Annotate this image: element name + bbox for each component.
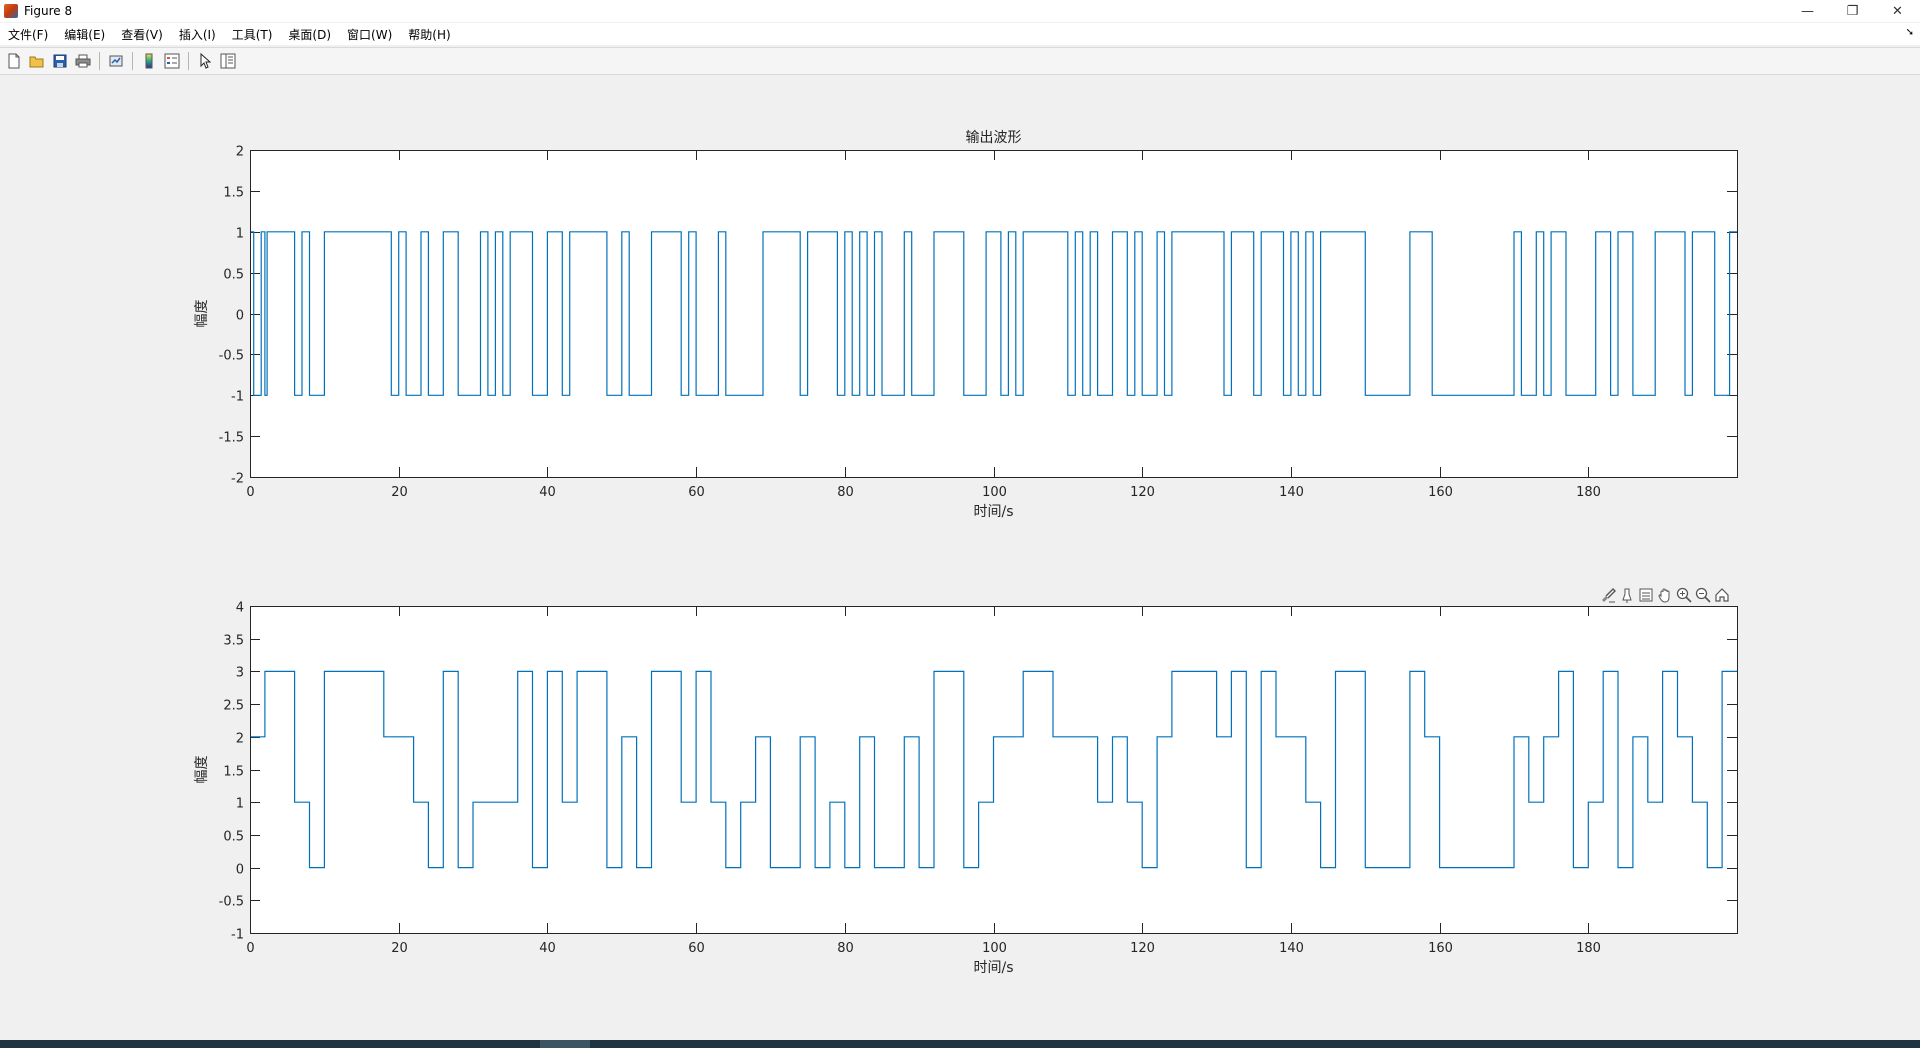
toolbar-separator	[132, 52, 133, 70]
y-tick-label: -2	[231, 472, 244, 487]
x-tick-label: 180	[1576, 485, 1601, 500]
minimize-button[interactable]: —	[1801, 3, 1814, 19]
x-axis-label: 时间/s	[973, 960, 1013, 976]
x-tick-label: 160	[1428, 485, 1453, 500]
window-controls: — ❐ ✕	[1785, 0, 1920, 22]
menu-bar: 文件(F) 编辑(E) 查看(V) 插入(I) 工具(T) 桌面(D) 窗口(W…	[0, 23, 1920, 45]
x-tick-label: 160	[1428, 941, 1453, 956]
window-title: Figure 8	[24, 4, 73, 18]
y-tick-label: 2	[236, 732, 244, 747]
axes-top-box	[250, 150, 1738, 478]
os-taskbar	[0, 1040, 1920, 1048]
x-tick-label: 0	[246, 485, 254, 500]
x-tick-label: 180	[1576, 941, 1601, 956]
property-inspector-icon[interactable]	[218, 51, 238, 71]
menu-edit[interactable]: 编辑(E)	[64, 27, 106, 42]
y-tick-label: 3	[236, 666, 244, 681]
edit-plot-arrow-icon[interactable]	[195, 51, 215, 71]
menu-help[interactable]: 帮助(H)	[408, 27, 451, 42]
open-file-icon[interactable]	[27, 51, 47, 71]
x-tick-label: 140	[1279, 941, 1304, 956]
axes-top-background	[250, 150, 1737, 477]
axes-top[interactable]: 0 20 40 60 80 100 120 140 160 180 -2 -1.5 -1 -0.5 0 0.5…	[194, 130, 1738, 520]
y-tick-label: 2.5	[223, 699, 244, 714]
y-tick-label: 1	[236, 797, 244, 812]
y-tick-label: 0	[236, 863, 244, 878]
axes-top-ticks: 0 20 40 60 80 100 120 140 160 180 -2 -1.5 -1 -0.5 0 0.5…	[219, 145, 1737, 500]
x-tick-label: 100	[982, 941, 1007, 956]
menu-window[interactable]: 窗口(W)	[347, 27, 393, 42]
x-tick-label: 20	[391, 941, 408, 956]
y-tick-label: 2	[236, 145, 244, 160]
colorbar-icon[interactable]	[139, 51, 159, 71]
y-tick-label: 0.5	[223, 830, 244, 845]
legend-icon[interactable]	[162, 51, 182, 71]
x-tick-label: 40	[539, 941, 556, 956]
x-tick-label: 100	[982, 485, 1007, 500]
y-tick-label: 0.5	[223, 268, 244, 283]
taskbar-active-item[interactable]	[540, 1040, 590, 1048]
figure-toolbar	[0, 47, 1920, 75]
figure-svg: 0 20 40 60 80 100 120 140 160 180-2-1.5-1-0.500.5…	[194, 130, 1738, 977]
menu-view[interactable]: 查看(V)	[121, 27, 163, 42]
series-line	[250, 231, 1737, 396]
y-tick-label: -0.5	[219, 349, 244, 364]
menu-tools[interactable]: 工具(T)	[231, 27, 273, 42]
brush-icon[interactable]	[1598, 586, 1617, 605]
menu-file[interactable]: 文件(F)	[8, 27, 49, 42]
axes-toolbar	[1598, 585, 1731, 605]
axes-bottom[interactable]: 0 20 40 60 80 100 120 140 160 180 -1 -0.5 0 0.5 1 1.5 2 2…	[194, 601, 1738, 977]
menu-desktop[interactable]: 桌面(D)	[288, 27, 332, 42]
y-tick-label: -1	[231, 390, 244, 405]
zoom-in-icon[interactable]	[1674, 586, 1693, 605]
link-plot-icon[interactable]	[106, 51, 126, 71]
toolbar-separator	[188, 52, 189, 70]
chart-title: 输出波形	[966, 130, 1022, 146]
export-icon[interactable]	[1636, 586, 1655, 605]
x-tick-label: 0	[246, 941, 254, 956]
pan-icon[interactable]	[1655, 586, 1674, 605]
x-tick-label: 60	[688, 485, 705, 500]
x-tick-label: 120	[1130, 485, 1155, 500]
close-button[interactable]: ✕	[1892, 3, 1903, 19]
dock-arrow-icon[interactable]: ➘	[1905, 27, 1914, 38]
y-tick-label: -1	[231, 928, 244, 943]
y-tick-label: 0	[236, 309, 244, 324]
y-tick-label: 1	[236, 227, 244, 242]
y-tick-label: -0.5	[219, 895, 244, 910]
save-icon[interactable]	[50, 51, 70, 71]
x-tick-label: 60	[688, 941, 705, 956]
x-tick-label: 80	[837, 485, 854, 500]
print-icon[interactable]	[73, 51, 93, 71]
figure-canvas: 0 20 40 60 80 100 120 140 160 180 -2 -1.5 -1 -0.5 0 0.5…	[0, 76, 1920, 1039]
axes-bottom-ticks: 0 20 40 60 80 100 120 140 160 180 -1 -0.5 0 0.5 1 1.5 2 2…	[219, 601, 1737, 956]
y-tick-label: 1.5	[223, 186, 244, 201]
x-tick-label: 80	[837, 941, 854, 956]
new-figure-icon[interactable]	[4, 51, 24, 71]
x-tick-label: 140	[1279, 485, 1304, 500]
y-tick-label: 3.5	[223, 634, 244, 649]
x-tick-label: 120	[1130, 941, 1155, 956]
matlab-icon	[4, 4, 18, 18]
data-tips-icon[interactable]	[1617, 586, 1636, 605]
zoom-out-icon[interactable]	[1693, 586, 1712, 605]
y-tick-label: 1.5	[223, 765, 244, 780]
axes-bottom-box	[250, 606, 1738, 934]
x-tick-label: 20	[391, 485, 408, 500]
y-tick-label: 4	[236, 601, 244, 616]
x-axis-label: 时间/s	[973, 504, 1013, 520]
y-axis-label: 幅度	[194, 756, 210, 784]
restore-button[interactable]: ❐	[1846, 3, 1859, 19]
menu-insert[interactable]: 插入(I)	[178, 27, 216, 42]
title-bar: Figure 8 — ❐ ✕	[0, 0, 1920, 22]
toolbar-separator	[99, 52, 100, 70]
series-line	[250, 670, 1737, 869]
y-tick-label: -1.5	[219, 431, 244, 446]
x-tick-label: 40	[539, 485, 556, 500]
y-axis-label: 幅度	[194, 300, 210, 328]
restore-view-icon[interactable]	[1712, 586, 1731, 605]
